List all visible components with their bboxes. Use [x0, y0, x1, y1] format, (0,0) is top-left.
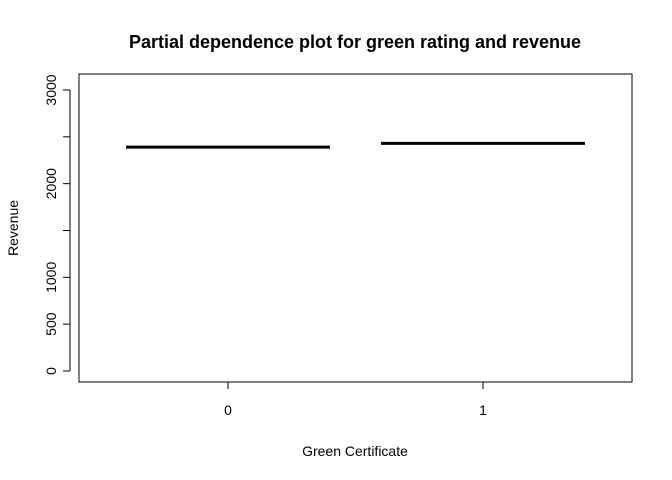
- plot-frame: [78, 73, 633, 383]
- y-axis-label: Revenue: [5, 200, 21, 256]
- x-axis-label: Green Certificate: [302, 443, 408, 459]
- series-lines: [126, 141, 585, 149]
- y-tick-label: 3000: [43, 74, 59, 105]
- x-tick-label: 0: [224, 402, 232, 418]
- chart-title: Partial dependence plot for green rating…: [129, 32, 581, 52]
- x-tick-label: 1: [479, 402, 487, 418]
- y-tick-label: 2000: [43, 168, 59, 199]
- y-axis: 0 500 1000 2000 3000: [43, 74, 71, 375]
- y-tick-label: 500: [43, 312, 59, 336]
- y-tick-label: 0: [43, 367, 59, 375]
- y-tick-label: 1000: [43, 262, 59, 293]
